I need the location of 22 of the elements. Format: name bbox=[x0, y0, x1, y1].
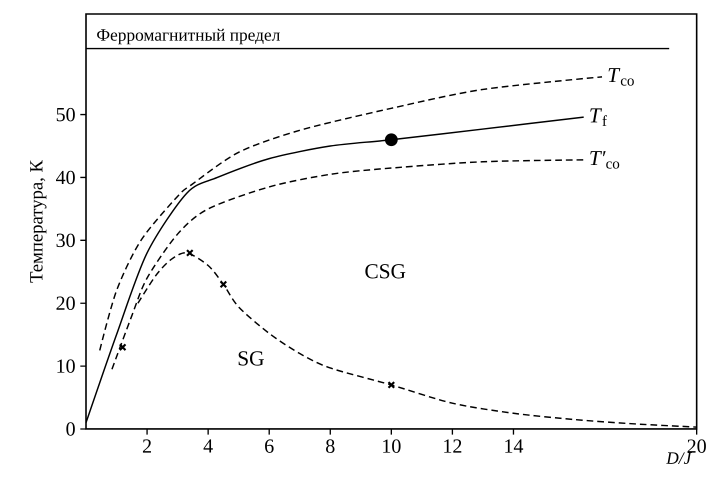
y-axis-title: Температура, К bbox=[30, 160, 46, 283]
y-tick-label: 0 bbox=[66, 422, 75, 436]
y-tick-label: 40 bbox=[56, 170, 75, 184]
y-tick-label: 10 bbox=[57, 359, 75, 373]
x-tick-label: 4 bbox=[204, 439, 213, 453]
x-tick-label: 12 bbox=[444, 439, 462, 453]
x-tick-label: 10 bbox=[383, 439, 401, 453]
x-tick-label: 2 bbox=[142, 439, 151, 453]
y-tick-label: 50 bbox=[56, 108, 75, 122]
y-tick-label: 30 bbox=[56, 234, 75, 248]
x-tick-label: 6 bbox=[265, 439, 274, 453]
series-label: T$_{co}$ bbox=[608, 68, 634, 86]
x-axis-title: D/J bbox=[666, 452, 692, 464]
series-label: T$_{f}$ bbox=[590, 108, 607, 126]
annotation: CSG bbox=[365, 264, 406, 278]
x-tick-label: 20 bbox=[688, 439, 706, 453]
x-tick-label: 14 bbox=[505, 439, 524, 453]
ref-line-label: Ферромагнитный предел bbox=[97, 28, 280, 44]
y-tick-label: 20 bbox=[56, 296, 75, 310]
series-label: T′$_{co}$ bbox=[590, 151, 620, 169]
annotation: SG bbox=[238, 351, 264, 366]
x-tick-label: 8 bbox=[326, 439, 335, 453]
